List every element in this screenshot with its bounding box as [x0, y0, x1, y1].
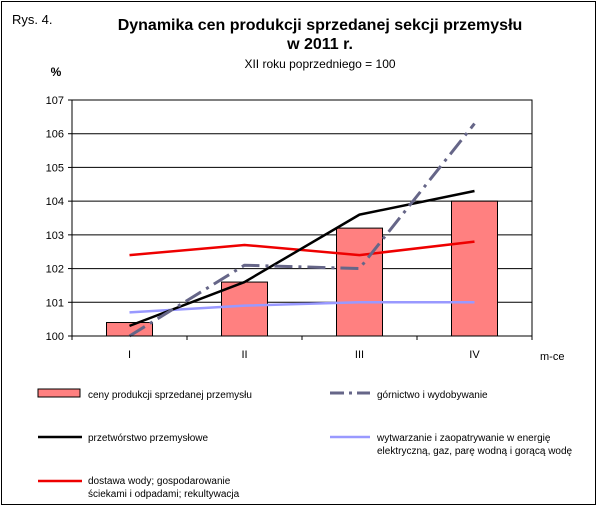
y-tick-label: 104 [46, 196, 64, 208]
legend-label-dostawa-2: ściekami i odpadami; rekultywacja [88, 489, 240, 500]
y-tick-label: 103 [46, 230, 64, 242]
x-axis-label: m-ce [540, 351, 564, 363]
line-dostawa [129, 240, 475, 257]
y-tick-label: 100 [46, 331, 64, 343]
chart-title-year: w 2011 r. [287, 36, 353, 53]
legend-swatches [37, 388, 370, 483]
chart-title: Dynamika cen produkcji sprzedanej sekcji… [117, 17, 523, 34]
bar [221, 281, 268, 337]
legend-label-wytwarzanie-1: wytwarzanie i zaopatrywanie w energię [377, 433, 551, 444]
y-tick-label: 102 [46, 264, 64, 276]
line-przetworstwo [129, 189, 475, 328]
y-axis-label: % [51, 65, 62, 79]
legend-label-gornictwo: górnictwo i wydobywanie [377, 390, 488, 401]
line-series [128, 122, 476, 338]
x-tick-label: I [128, 349, 131, 361]
x-tick-label: III [355, 349, 364, 361]
legend-swatch-bar [37, 388, 81, 398]
chart-subtitle: XII roku poprzedniego = 100 [244, 57, 396, 71]
line-wytwarzanie [129, 301, 475, 314]
legend-label-wytwarzanie-2: elektryczną, gaz, parę wodną i gorącą wo… [377, 446, 573, 457]
bar-series [106, 200, 498, 337]
legend-label-bar: ceny produkcji sprzedanej przemysłu [88, 390, 252, 401]
line-gornictwo [128, 122, 476, 338]
bar [106, 322, 153, 337]
figure-label: Rys. 4. [12, 12, 53, 27]
y-tick-label: 101 [46, 297, 64, 309]
y-tick-label: 105 [46, 162, 64, 174]
legend-label-przetworstwo: przetwórstwo przemysłowe [88, 433, 209, 444]
legend-label-dostawa-1: dostawa wody; gospodarowanie [88, 476, 231, 487]
y-tick-label: 107 [46, 95, 64, 107]
bar [451, 200, 498, 337]
x-tick-label: IV [469, 349, 480, 361]
x-tick-label: II [241, 349, 247, 361]
y-tick-label: 106 [46, 129, 64, 141]
bar [336, 227, 383, 337]
